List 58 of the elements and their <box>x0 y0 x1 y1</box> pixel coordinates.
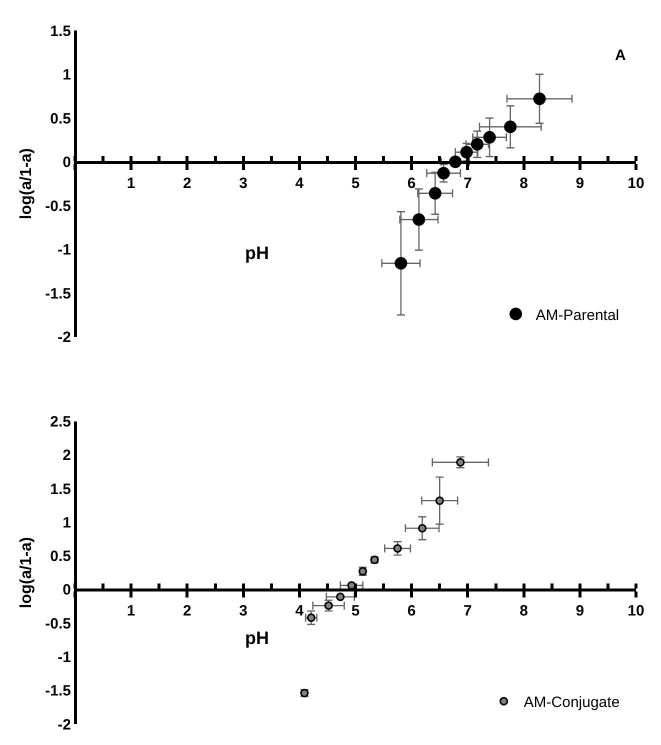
legend-label: AM-Parental <box>536 306 620 324</box>
x-tick-label: 4 <box>295 602 304 620</box>
x-tick-label: 3 <box>239 602 248 620</box>
y-tick-label: 1.5 <box>50 480 71 498</box>
y-tick-label: 0.5 <box>50 548 71 566</box>
y-tick-label: 0.5 <box>50 110 71 128</box>
point <box>435 496 444 505</box>
x-tick-label: 3 <box>239 174 248 192</box>
y-tick-label: 1 <box>62 66 71 84</box>
x-tick-label: 6 <box>407 602 416 620</box>
x-tick-label: 4 <box>295 174 304 192</box>
y-tick-label: 0 <box>62 154 71 172</box>
x-tick-label: 2 <box>183 602 192 620</box>
y-tick-label: 0 <box>62 582 71 599</box>
point <box>470 138 484 151</box>
x-tick-label: 6 <box>407 174 416 192</box>
y-tick-label: -2 <box>58 716 71 734</box>
x-tick-label: 8 <box>520 174 528 192</box>
x-axis-title: pH <box>245 243 269 263</box>
x-tick-label: 7 <box>464 174 472 192</box>
y-tick-label: 2.5 <box>50 414 71 431</box>
x-tick-label: 9 <box>576 602 584 620</box>
point <box>533 92 546 106</box>
y-tick-label: -2 <box>58 329 71 346</box>
x-tick-label: 5 <box>351 602 360 620</box>
point <box>412 213 426 226</box>
x-axis-title: pH <box>245 628 269 648</box>
x-tick-label: 1 <box>126 602 136 620</box>
y-tick-label: -0.5 <box>45 615 71 632</box>
y-axis-title: log(a/1-a) <box>18 537 36 608</box>
x-tick-label: 2 <box>183 174 192 192</box>
y-tick-label: 2 <box>62 447 71 464</box>
x-tick-label: 9 <box>576 174 584 192</box>
point <box>418 524 427 533</box>
point <box>483 131 496 144</box>
y-axis-title: log(a/1-a) <box>18 148 36 220</box>
x-tick-label: 5 <box>351 174 360 192</box>
point <box>504 120 517 134</box>
x-tick-label: 8 <box>520 602 528 620</box>
y-tick-label: -1.5 <box>45 682 71 700</box>
y-tick-label: 1 <box>62 514 71 532</box>
x-tick-label: 7 <box>464 602 472 620</box>
y-tick-label: -1.5 <box>45 285 71 302</box>
point <box>460 146 473 158</box>
y-tick-label: 1.5 <box>50 22 71 40</box>
x-tick-label: 1 <box>126 174 136 192</box>
y-tick-label: -0.5 <box>45 198 71 215</box>
legend-label: AM-Conjugate <box>524 694 620 712</box>
point <box>428 187 442 200</box>
x-tick-label: 10 <box>628 602 644 620</box>
point <box>393 544 402 553</box>
point <box>437 166 450 180</box>
point <box>394 257 408 270</box>
point <box>336 592 345 602</box>
x-tick-label: 10 <box>628 174 644 192</box>
annotation: A <box>615 47 626 64</box>
y-tick-label: -1 <box>58 242 71 259</box>
y-tick-label: -1 <box>58 648 71 666</box>
